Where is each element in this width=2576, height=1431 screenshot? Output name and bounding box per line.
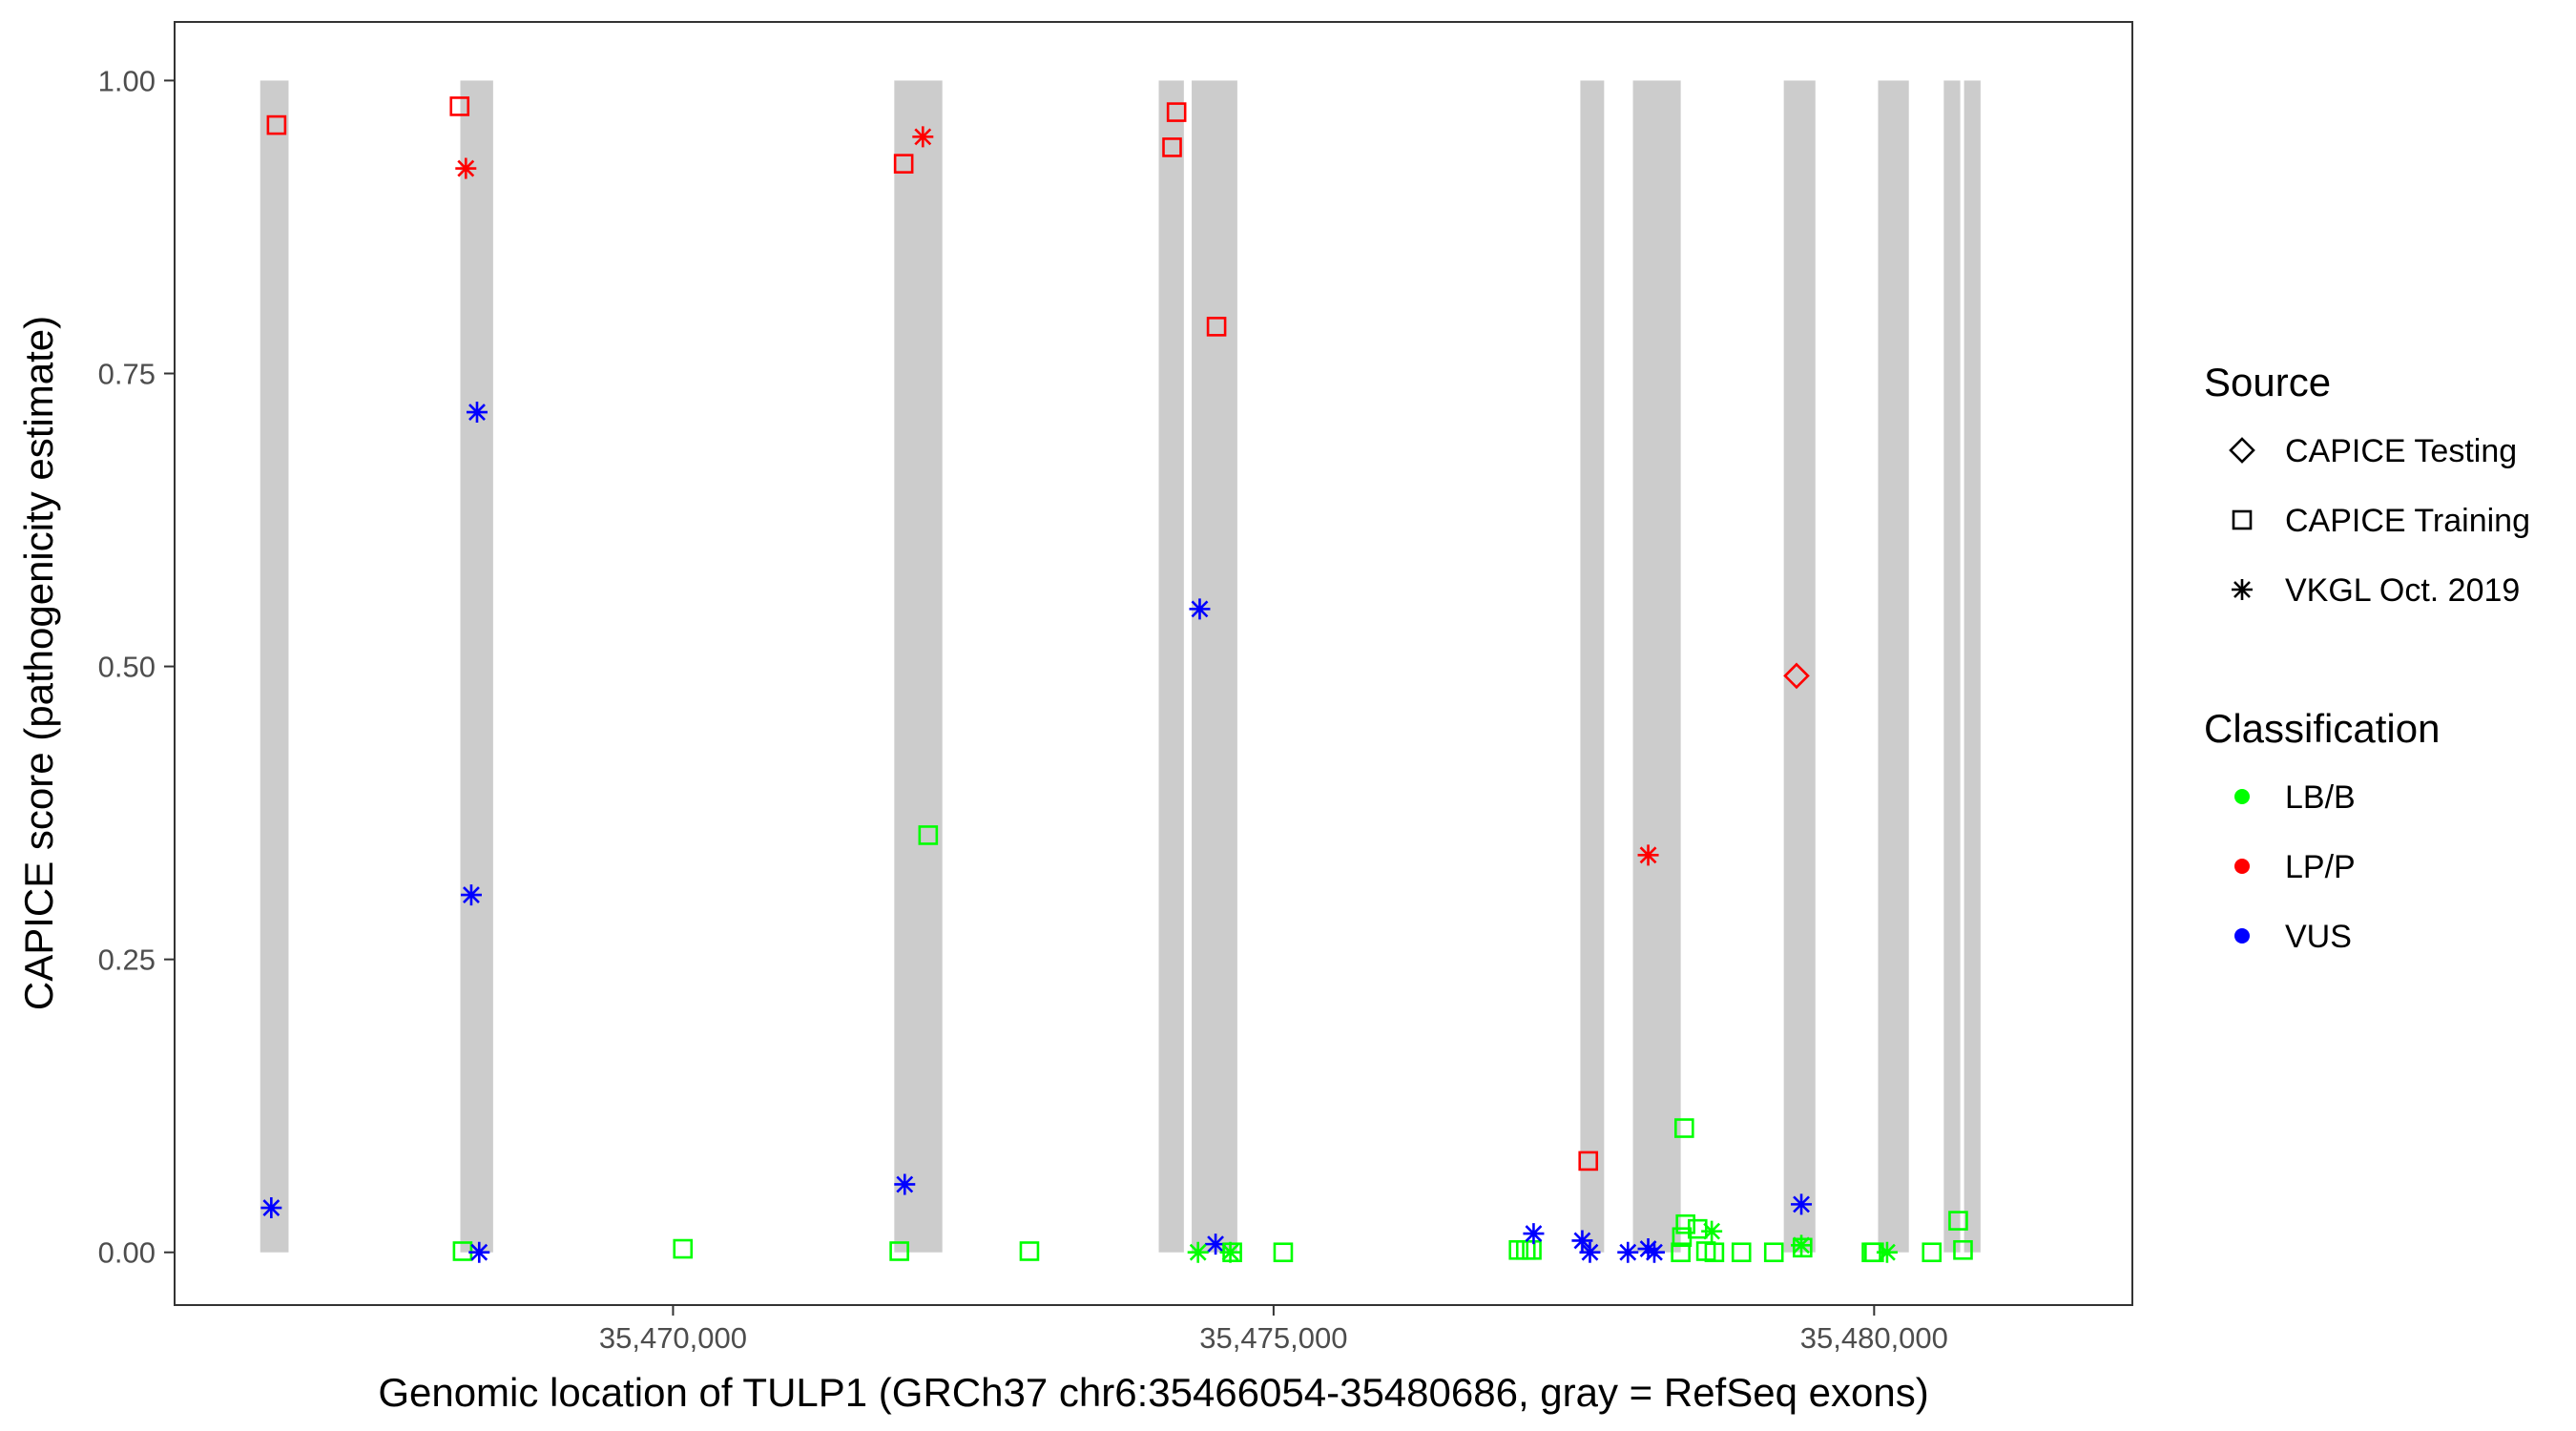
data-point: [893, 154, 914, 174]
data-point: [1579, 1241, 1601, 1263]
plot-panel-border: [174, 21, 2133, 1306]
y-axis: 0.00 0.25 0.50 0.75 1.00: [98, 64, 175, 1270]
data-point: [260, 1197, 282, 1219]
y-tick-label: 1.00: [98, 64, 156, 97]
data-point: [1637, 844, 1659, 866]
data-point: [460, 884, 482, 906]
data-point: [1704, 1242, 1725, 1263]
y-tick-label: 0.75: [98, 357, 156, 390]
x-axis-title: Genomic location of TULP1 (GRCh37 chr6:3…: [378, 1370, 1928, 1415]
legend-source-label: CAPICE Testing: [2285, 433, 2517, 469]
data-point: [1643, 1241, 1665, 1263]
legend-source-key: [2232, 579, 2253, 600]
data-point: [1876, 1241, 1898, 1263]
legend-source-label: CAPICE Training: [2285, 503, 2530, 539]
data-point: [466, 402, 488, 424]
x-axis: 35,470,000 35,475,000 35,480,000: [599, 1305, 1948, 1355]
data-point: [449, 96, 470, 116]
legend-class-label: VUS: [2285, 919, 2352, 955]
y-tick-label: 0.25: [98, 944, 156, 977]
data-point: [1763, 1242, 1784, 1263]
data-point: [1675, 1213, 1695, 1234]
legend-class-label: LB/B: [2285, 779, 2356, 816]
legend-source-key: [2232, 509, 2253, 530]
data-point: [1793, 1237, 1813, 1258]
data-point: [1948, 1211, 1968, 1231]
y-axis-title: CAPICE score (pathogenicity estimate): [16, 316, 61, 1010]
legend-source-key: [2229, 437, 2255, 464]
data-point: [1617, 1241, 1639, 1263]
exon-band: [260, 80, 289, 1253]
data-point: [1953, 1239, 1973, 1260]
data-point: [1701, 1220, 1723, 1242]
data-point: [1523, 1223, 1545, 1245]
exon-band: [1632, 80, 1681, 1253]
legend-classification-title: Classification: [2204, 706, 2440, 751]
data-points: [260, 96, 1973, 1263]
data-point: [1791, 1193, 1813, 1215]
data-point: [918, 825, 939, 845]
legend-class-label: LP/P: [2285, 849, 2356, 885]
data-point: [889, 1241, 909, 1261]
data-point: [1671, 1242, 1691, 1263]
data-point: [1522, 1239, 1542, 1260]
data-point: [1187, 1241, 1209, 1263]
data-point: [912, 126, 934, 148]
data-point: [1206, 317, 1227, 337]
exon-band: [1963, 80, 1981, 1253]
data-point: [1687, 1218, 1708, 1239]
exon-band: [894, 80, 943, 1253]
y-tick-label: 0.50: [98, 651, 156, 684]
legend: Source Classification CAPICE Testing CAPI…: [2204, 360, 2530, 955]
legend-class-key: [2234, 789, 2250, 804]
exon-band: [1943, 80, 1961, 1253]
data-point: [1273, 1242, 1294, 1263]
legend-source-title: Source: [2204, 360, 2331, 404]
data-point: [1571, 1230, 1593, 1252]
data-point: [1019, 1241, 1040, 1261]
y-tick-label: 0.00: [98, 1236, 156, 1270]
data-point: [455, 157, 477, 179]
x-tick-label: 35,475,000: [1199, 1321, 1347, 1355]
data-point: [894, 1173, 916, 1195]
legend-class-key: [2234, 859, 2250, 874]
data-point: [1166, 102, 1187, 122]
data-point: [1637, 1238, 1659, 1260]
x-tick-label: 35,480,000: [1800, 1321, 1948, 1355]
data-point: [1783, 662, 1810, 690]
exon-band: [1158, 80, 1184, 1253]
data-point: [1791, 1234, 1813, 1256]
data-point: [673, 1238, 694, 1259]
data-point: [1578, 1151, 1599, 1172]
data-point: [1205, 1234, 1227, 1255]
data-point: [1189, 598, 1211, 620]
exon-band: [1192, 80, 1237, 1253]
x-tick-label: 35,470,000: [599, 1321, 747, 1355]
data-point: [1222, 1242, 1242, 1263]
data-point: [1162, 137, 1182, 157]
data-point: [1922, 1242, 1942, 1263]
data-point: [1731, 1242, 1752, 1263]
data-point: [468, 1241, 490, 1263]
legend-class-key: [2234, 928, 2250, 944]
exon-bands: [260, 80, 1981, 1253]
exon-band: [1878, 80, 1909, 1253]
exon-band: [460, 80, 493, 1253]
data-point: [1219, 1241, 1241, 1263]
data-point: [1674, 1118, 1694, 1138]
data-point: [266, 114, 287, 135]
legend-source-label: VKGL Oct. 2019: [2285, 572, 2520, 609]
exon-band: [1580, 80, 1605, 1253]
